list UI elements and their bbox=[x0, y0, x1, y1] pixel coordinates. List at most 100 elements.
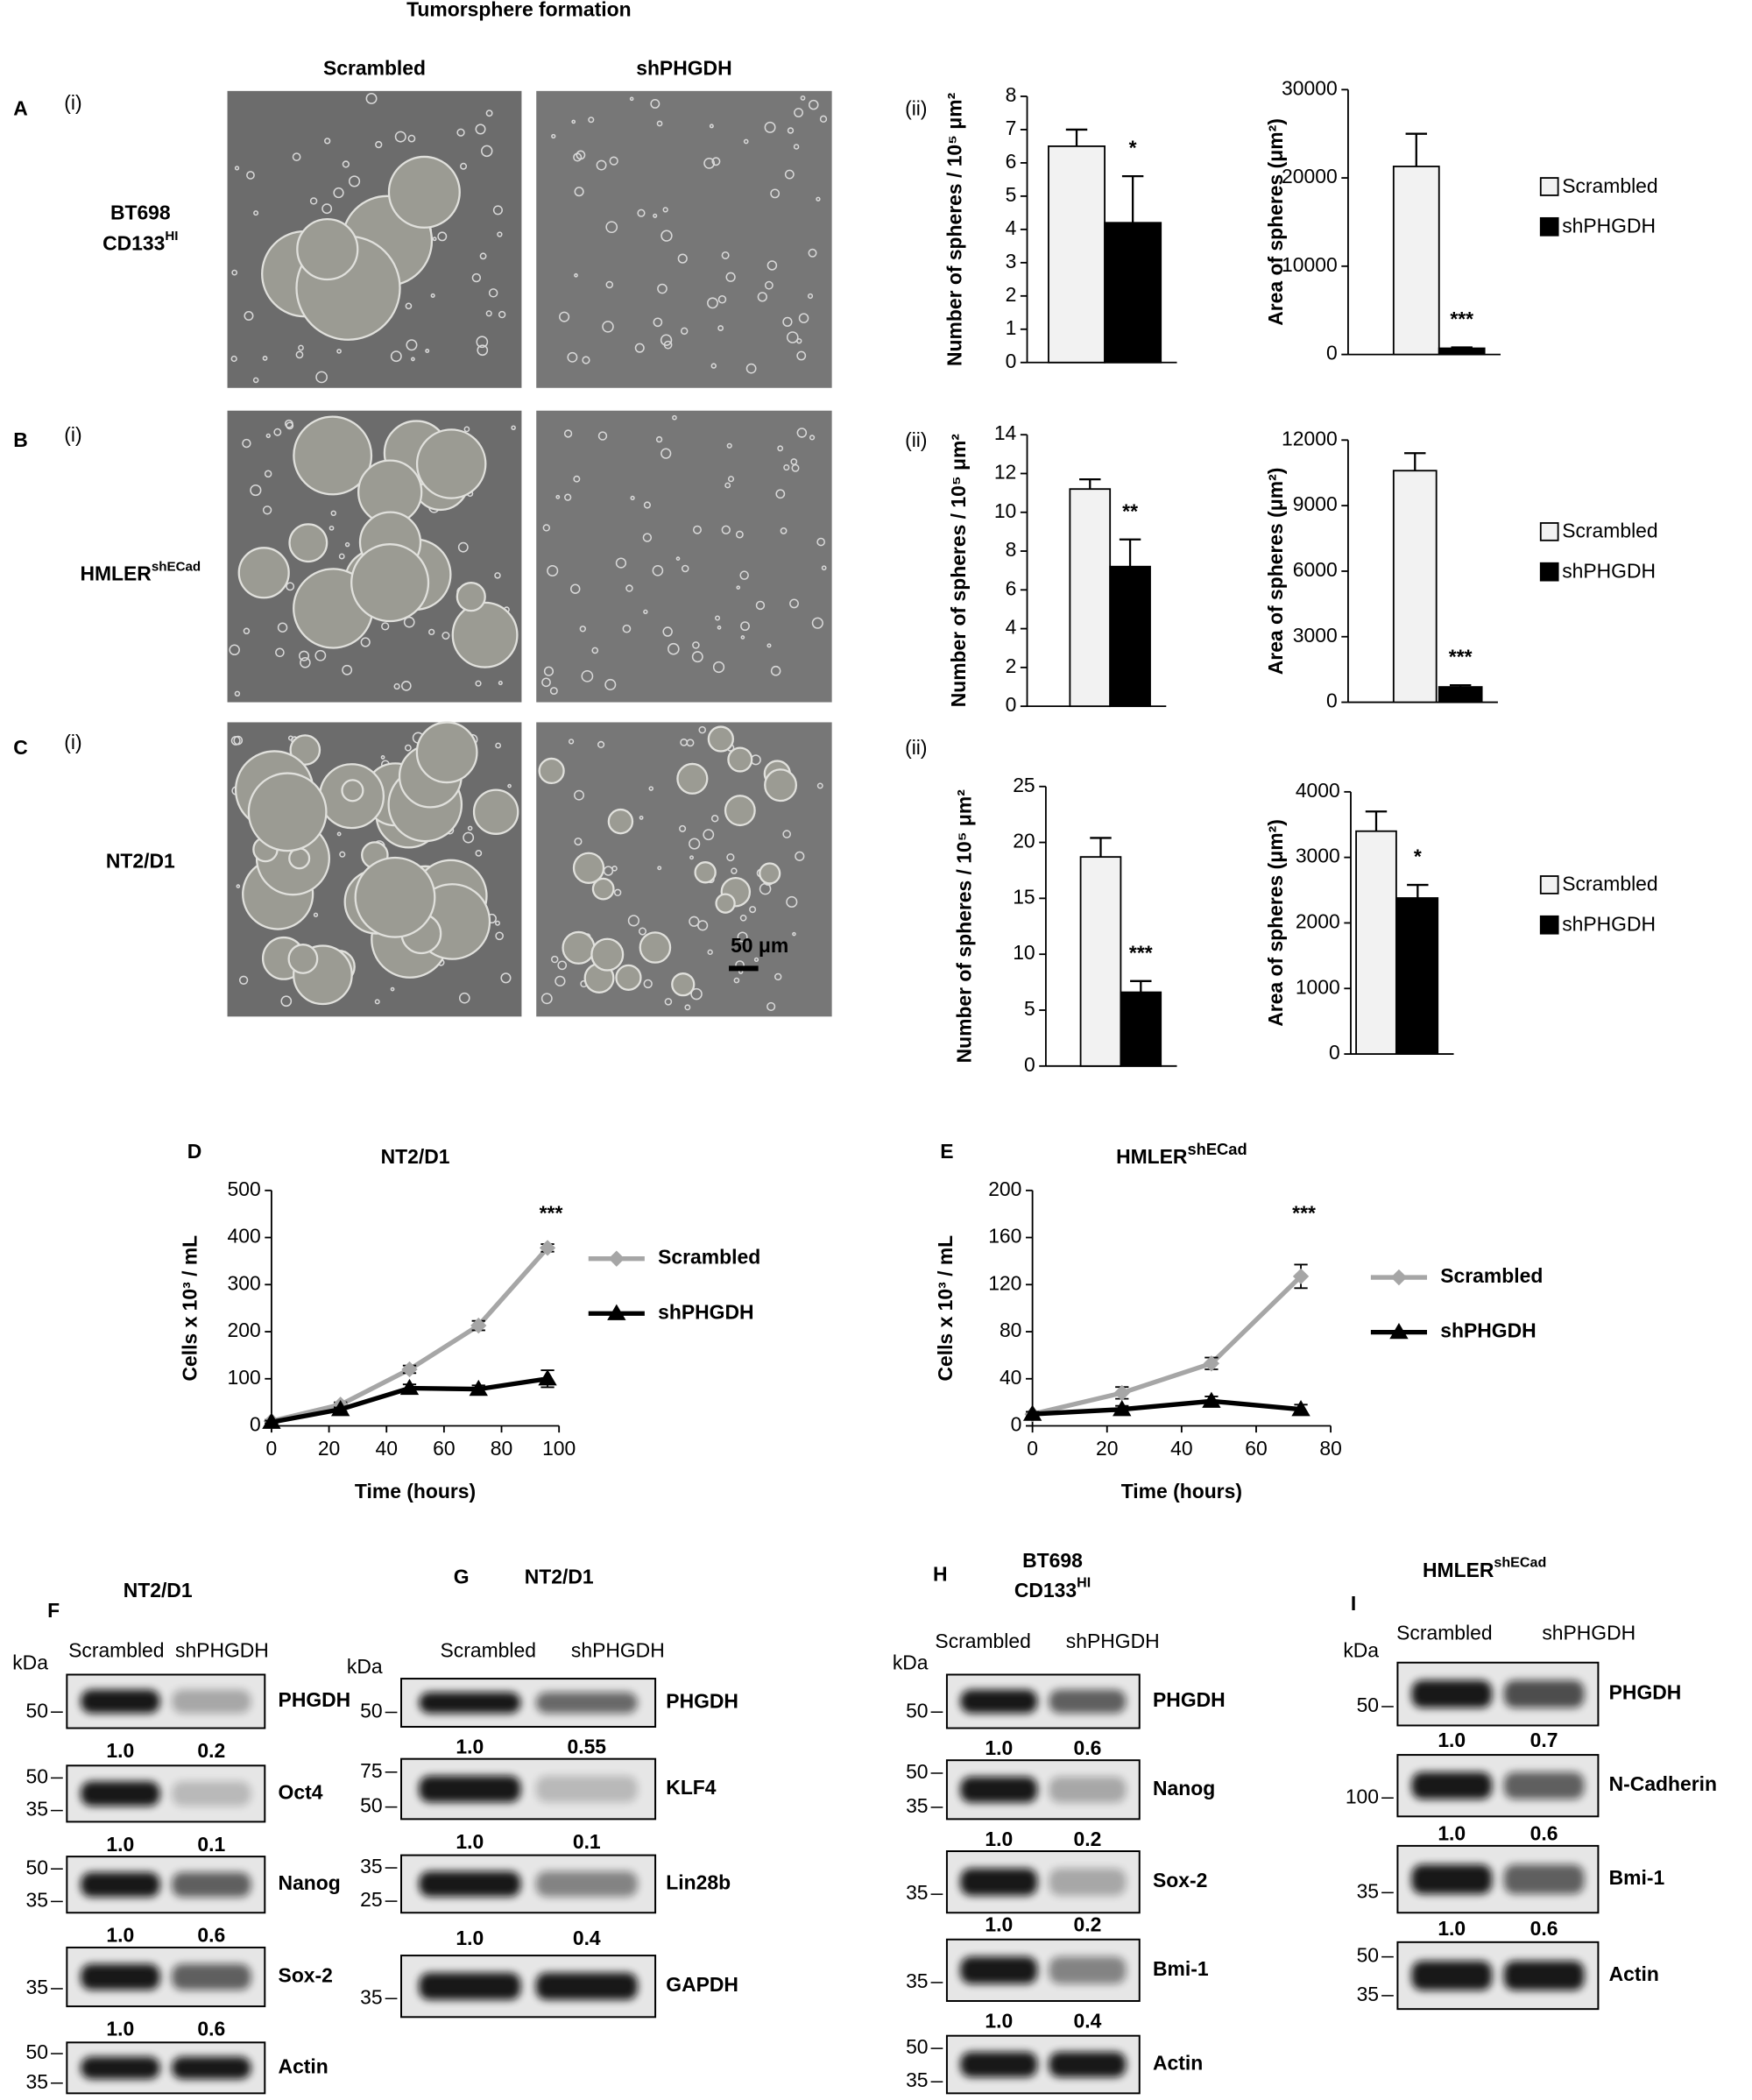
cell-debris bbox=[477, 344, 489, 357]
cell-debris bbox=[328, 525, 335, 531]
blot-band bbox=[1411, 1679, 1493, 1708]
panel-letter: I bbox=[1351, 1592, 1356, 1615]
blot-title-text: NT2/D1 bbox=[124, 1579, 193, 1602]
sphere bbox=[590, 937, 625, 972]
sphere bbox=[727, 746, 753, 773]
cell-debris bbox=[743, 138, 749, 145]
marker-label: 50 bbox=[906, 1699, 928, 1722]
scale-bar-label: 50 μm bbox=[731, 934, 788, 957]
cell-debris bbox=[407, 134, 416, 143]
sphere bbox=[288, 523, 328, 563]
cell-debris bbox=[495, 931, 504, 941]
cell-debris bbox=[571, 119, 576, 124]
cell-debris bbox=[313, 912, 319, 917]
blot-band bbox=[1503, 1961, 1585, 1990]
band-quantification: 1.0 bbox=[1438, 1822, 1466, 1845]
cell-debris bbox=[731, 867, 738, 874]
cell-debris bbox=[737, 931, 748, 943]
cell-debris bbox=[605, 221, 618, 234]
cell-debris bbox=[707, 297, 718, 309]
error-bar bbox=[1119, 538, 1141, 567]
blot-band bbox=[172, 1963, 251, 1990]
legend-label: shPHGDH bbox=[1562, 913, 1656, 936]
marker-label: 35 bbox=[360, 1855, 382, 1877]
sphere bbox=[287, 944, 319, 974]
cell-debris bbox=[783, 464, 790, 471]
chart-title: HMLERshECad bbox=[1116, 1140, 1247, 1168]
cell-debris bbox=[711, 157, 721, 166]
cell-line-label-text: CD133 bbox=[102, 231, 165, 254]
y-tick-label: 400 bbox=[228, 1225, 261, 1248]
cell-debris bbox=[808, 248, 817, 258]
cell-debris bbox=[596, 159, 607, 171]
y-tick-label: 40 bbox=[1000, 1366, 1021, 1389]
y-tick-label: 6 bbox=[1006, 150, 1017, 173]
y-tick-label: 10 bbox=[1013, 941, 1035, 964]
cell-debris bbox=[234, 690, 241, 697]
cell-debris bbox=[800, 95, 806, 101]
sphere bbox=[415, 721, 478, 784]
sphere bbox=[289, 734, 321, 766]
cell-debris bbox=[481, 145, 493, 158]
marker-label: 50 bbox=[25, 1764, 47, 1787]
band-label: GAPDH bbox=[666, 1973, 738, 1996]
cell-debris bbox=[393, 682, 400, 690]
panel-part: (ii) bbox=[905, 96, 927, 119]
cell-debris bbox=[675, 556, 681, 561]
band-label: Bmi-1 bbox=[1153, 1957, 1209, 1980]
sphere bbox=[671, 972, 696, 997]
cell-debris bbox=[467, 825, 473, 831]
sphere bbox=[572, 852, 605, 884]
cell-debris bbox=[653, 317, 663, 328]
y-axis-label: Cells x 10³ / mL bbox=[934, 1235, 957, 1382]
cell-debris bbox=[796, 338, 802, 344]
y-tick-label: 20 bbox=[1013, 830, 1035, 852]
legend-swatch bbox=[1539, 915, 1559, 935]
blot-title-text: NT2/D1 bbox=[525, 1566, 594, 1588]
y-tick-label: 0 bbox=[1006, 350, 1017, 372]
cell-debris bbox=[663, 340, 673, 350]
cell-debris bbox=[725, 272, 736, 282]
blot-band bbox=[81, 1963, 160, 1990]
cell-debris bbox=[703, 157, 716, 169]
blot-band bbox=[172, 1872, 251, 1898]
cell-debris bbox=[488, 288, 498, 298]
y-tick-label: 2 bbox=[1006, 283, 1017, 306]
cell-debris bbox=[735, 530, 744, 539]
band-quantification: 0.6 bbox=[1530, 1917, 1558, 1940]
cell-debris bbox=[690, 987, 703, 1001]
sphere bbox=[607, 808, 634, 835]
legend-swatch bbox=[1539, 562, 1559, 582]
column-header: shPHGDH bbox=[636, 56, 731, 79]
lane-label: Scrambled bbox=[68, 1639, 164, 1662]
panel-letter: A bbox=[13, 96, 28, 119]
y-tick-label: 4 bbox=[1006, 616, 1017, 639]
significance: *** bbox=[1292, 1201, 1316, 1224]
marker-label: 35 bbox=[25, 1798, 47, 1821]
cell-line-label-superscript: HI bbox=[165, 229, 178, 244]
cell-debris bbox=[597, 431, 608, 441]
x-axis-label: Time (hours) bbox=[1121, 1480, 1242, 1503]
legend-label: shPHGDH bbox=[1562, 215, 1656, 237]
cell-debris bbox=[668, 642, 680, 655]
cell-debris bbox=[672, 414, 677, 421]
cell-debris bbox=[500, 972, 512, 984]
y-tick-label: 0 bbox=[1326, 689, 1338, 712]
legend-swatch bbox=[1539, 177, 1559, 196]
marker-label: 35 bbox=[906, 2068, 928, 2091]
cell-debris bbox=[233, 735, 244, 746]
sphere bbox=[639, 931, 672, 964]
cell-debris bbox=[336, 349, 342, 354]
cell-debris bbox=[564, 493, 572, 501]
cell-line-label-text: HMLER bbox=[80, 562, 152, 585]
band-label: PHGDH bbox=[1609, 1681, 1682, 1704]
cell-line-label: HMLERshECad bbox=[80, 559, 201, 584]
chart-title-text: NT2/D1 bbox=[381, 1145, 450, 1168]
band-quantification: 1.0 bbox=[456, 1735, 484, 1757]
cell-debris bbox=[549, 687, 558, 696]
significance: ** bbox=[1122, 499, 1138, 522]
cell-debris bbox=[679, 824, 687, 832]
band-quantification: 1.0 bbox=[1438, 1729, 1466, 1751]
sphere bbox=[538, 757, 565, 785]
cell-debris bbox=[795, 851, 805, 861]
